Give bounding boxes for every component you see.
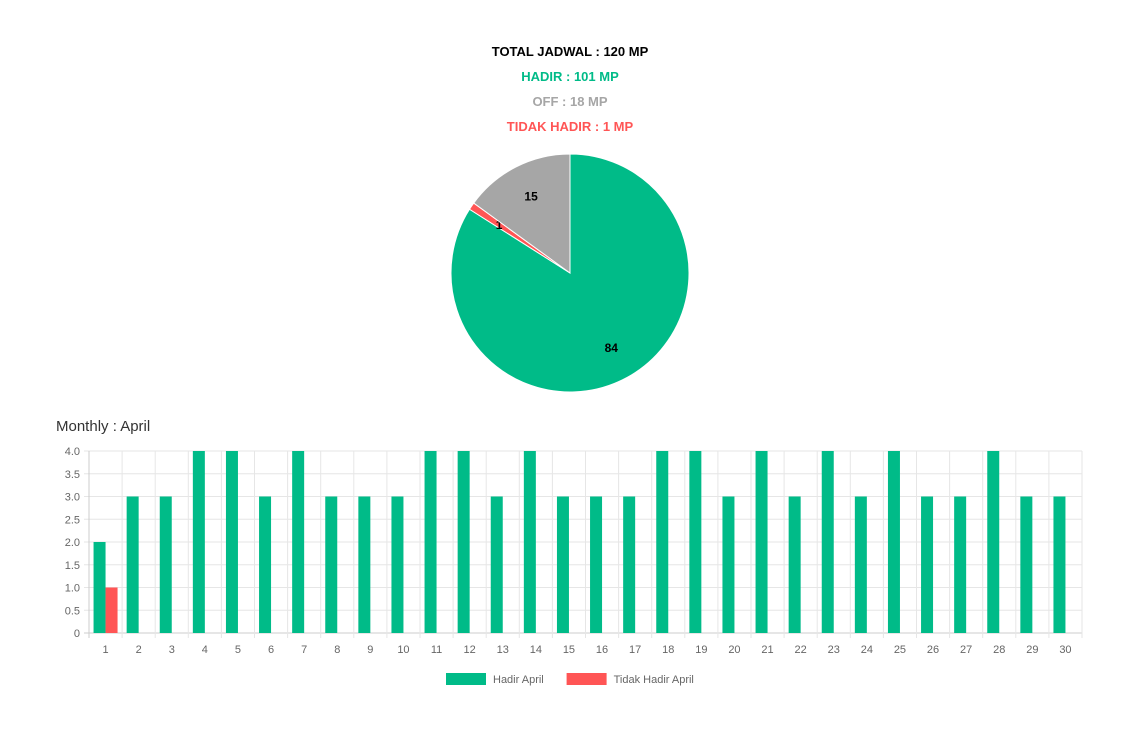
bar-hadir-21[interactable]: [755, 451, 768, 633]
x-tick-label: 16: [596, 644, 608, 656]
x-tick-label: 18: [662, 644, 674, 656]
bar-hadir-23[interactable]: [821, 451, 834, 633]
x-tick-label: 21: [761, 644, 773, 656]
x-tick-label: 9: [367, 644, 373, 656]
bar-tidak-hadir-1[interactable]: [105, 587, 118, 634]
summary-tidak-hadir: TIDAK HADIR : 1 MP: [506, 119, 634, 134]
x-tick-label: 23: [828, 644, 840, 656]
bar-hadir-19[interactable]: [689, 451, 702, 633]
y-tick-label: 2.5: [65, 514, 80, 526]
x-tick-label: 25: [894, 644, 906, 656]
bar-hadir-12[interactable]: [457, 451, 470, 633]
x-tick-label: 12: [464, 644, 476, 656]
bar-hadir-9[interactable]: [358, 496, 371, 634]
x-tick-label: 27: [960, 644, 972, 656]
x-tick-label: 6: [268, 644, 274, 656]
pie-slice-label-1: 1: [496, 218, 503, 232]
summary-off: OFF : 18 MP: [532, 94, 608, 109]
bar-hadir-1[interactable]: [93, 542, 106, 633]
bar-hadir-2[interactable]: [126, 496, 139, 634]
bar-hadir-5[interactable]: [225, 451, 238, 633]
bar-hadir-16[interactable]: [590, 496, 603, 634]
bar-hadir-26[interactable]: [921, 496, 934, 634]
bar-hadir-13[interactable]: [490, 496, 503, 634]
x-tick-label: 26: [927, 644, 939, 656]
attendance-pie-chart: 84 1 15: [450, 153, 690, 393]
x-tick-label: 30: [1059, 644, 1071, 656]
bar-hadir-11[interactable]: [424, 451, 437, 633]
y-tick-label: 2.0: [65, 537, 80, 549]
x-tick-label: 17: [629, 644, 641, 656]
bar-hadir-24[interactable]: [854, 496, 867, 634]
y-tick-label: 1.5: [65, 560, 80, 572]
bar-hadir-29[interactable]: [1020, 496, 1033, 634]
bar-hadir-15[interactable]: [556, 496, 569, 634]
bar-hadir-17[interactable]: [623, 496, 636, 634]
y-tick-label: 0.5: [65, 605, 80, 617]
x-tick-label: 28: [993, 644, 1005, 656]
bar-hadir-3[interactable]: [159, 496, 172, 634]
x-tick-label: 15: [563, 644, 575, 656]
y-tick-label: 1.0: [65, 583, 80, 595]
x-tick-label: 29: [1026, 644, 1038, 656]
pie-slice-label-0: 84: [605, 341, 619, 355]
summary-hadir: HADIR : 101 MP: [521, 69, 619, 84]
bar-hadir-20[interactable]: [722, 496, 735, 634]
bar-hadir-8[interactable]: [325, 496, 338, 634]
bar-hadir-30[interactable]: [1053, 496, 1066, 634]
monthly-title: Monthly : April: [56, 418, 151, 435]
bar-hadir-25[interactable]: [887, 451, 900, 633]
x-tick-label: 3: [169, 644, 175, 656]
bar-hadir-10[interactable]: [391, 496, 404, 634]
x-tick-label: 5: [235, 644, 241, 656]
x-tick-label: 4: [202, 644, 208, 656]
x-tick-label: 24: [861, 644, 873, 656]
x-tick-label: 22: [795, 644, 807, 656]
bar-hadir-14[interactable]: [523, 451, 536, 633]
x-tick-label: 13: [497, 644, 509, 656]
bar-hadir-6[interactable]: [259, 496, 272, 634]
legend-swatch-0[interactable]: [446, 673, 486, 685]
x-tick-label: 2: [136, 644, 142, 656]
bar-hadir-27[interactable]: [954, 496, 967, 634]
x-tick-label: 19: [695, 644, 707, 656]
bar-hadir-7[interactable]: [292, 451, 305, 633]
x-tick-label: 7: [301, 644, 307, 656]
x-tick-label: 20: [728, 644, 740, 656]
y-tick-label: 3.5: [65, 469, 80, 481]
bar-hadir-18[interactable]: [656, 451, 669, 633]
x-tick-label: 10: [397, 644, 409, 656]
y-tick-label: 0: [74, 628, 80, 640]
y-tick-label: 4.0: [65, 446, 80, 458]
y-tick-label: 3.0: [65, 492, 80, 504]
pie-slice-2[interactable]: [473, 153, 571, 274]
pie-slice-label-2: 15: [524, 190, 538, 204]
bar-hadir-28[interactable]: [987, 451, 1000, 633]
bar-hadir-4[interactable]: [192, 451, 205, 633]
legend-label-0[interactable]: Hadir April: [493, 674, 544, 686]
bar-hadir-22[interactable]: [788, 496, 801, 634]
legend-swatch-1[interactable]: [566, 673, 607, 685]
summary-total: TOTAL JADWAL : 120 MP: [491, 44, 649, 59]
x-tick-label: 8: [334, 644, 340, 656]
x-tick-label: 1: [102, 644, 108, 656]
x-tick-label: 14: [530, 644, 542, 656]
legend-label-1[interactable]: Tidak Hadir April: [614, 674, 694, 686]
x-tick-label: 11: [431, 644, 442, 656]
